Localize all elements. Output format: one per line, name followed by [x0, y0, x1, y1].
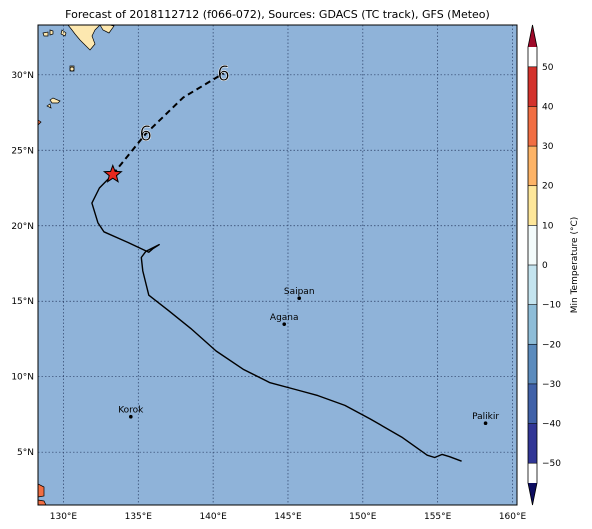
colorbar-band — [528, 304, 537, 345]
colorbar-tick-label: 10 — [542, 221, 554, 231]
landmass — [38, 119, 42, 126]
longitude-tick-label: 135°E — [125, 512, 153, 522]
longitude-tick-label: 150°E — [349, 512, 377, 522]
city-marker — [297, 296, 302, 301]
city-label: Saipan — [284, 287, 315, 297]
storm-symbol: 6 — [139, 122, 152, 146]
longitude-tick-label: 155°E — [424, 512, 452, 522]
latitude-tick-label: 5°N — [17, 448, 34, 458]
longitude-tick-label: 145°E — [274, 512, 302, 522]
landmass — [67, 25, 101, 51]
landmass — [38, 483, 45, 498]
latitude-tick-label: 30°N — [11, 71, 34, 81]
colorbar-band — [528, 146, 537, 186]
latitude-tick-label: 20°N — [11, 222, 34, 232]
colorbar-band — [528, 106, 537, 147]
colorbar-tick-label: −40 — [542, 420, 561, 430]
colorbar-lower-extension — [528, 483, 537, 505]
city-label: Korok — [118, 406, 144, 416]
map-content: 6 6 Saipan Agana Korok Palikir — [38, 25, 517, 505]
colorbar-band — [528, 383, 537, 424]
colorbar-upper-extension — [528, 25, 537, 47]
colorbar-tick-label: 30 — [542, 142, 554, 152]
colorbar-tick-label: −20 — [542, 340, 561, 350]
city-label: Palikir — [472, 412, 499, 422]
ocean-background — [38, 25, 517, 505]
colorbar-band — [528, 265, 537, 305]
map-area: 6 6 Saipan Agana Korok Palikir 130°E 135°E 140°E… — [11, 24, 527, 522]
colorbar: −50 −40 −30 −20 −10 0 10 20 30 40 50 Min Temperatur… — [527, 24, 580, 506]
city-marker — [129, 414, 133, 419]
colorbar-title: Min Temperature (°C) — [570, 217, 580, 314]
city-marker — [483, 421, 488, 425]
landmass — [49, 29, 54, 36]
landmass — [49, 97, 61, 104]
storm-symbol: 6 — [217, 61, 230, 85]
colorbar-tick-label: −30 — [542, 380, 561, 390]
landmass — [42, 31, 49, 37]
colorbar-band — [528, 423, 537, 464]
colorbar-band — [528, 225, 537, 265]
map-frame — [37, 24, 518, 506]
current-position-star — [102, 163, 123, 183]
city-label: Agana — [270, 313, 299, 323]
colorbar-outline — [527, 24, 538, 506]
colorbar-tick-label: −50 — [542, 459, 561, 469]
colorbar-tick-label: 50 — [542, 63, 554, 73]
colorbar-tick-label: 0 — [542, 261, 548, 271]
colorbar-tick-label: 20 — [542, 182, 554, 192]
latitude-tick-label: 10°N — [11, 373, 34, 383]
observed-track — [91, 173, 462, 462]
colorbar-band — [528, 344, 537, 384]
longitude-tick-label: 140°E — [199, 512, 227, 522]
small-island — [69, 66, 75, 72]
landmass — [46, 103, 52, 109]
longitude-tick-label: 160°E — [499, 512, 527, 522]
latitude-tick-label: 25°N — [11, 146, 34, 156]
colorbar-band — [528, 185, 537, 226]
colorbar-tick-label: 40 — [542, 102, 554, 112]
city-marker — [282, 322, 287, 326]
colorbar-tick-label: −10 — [542, 301, 561, 311]
landmass — [38, 499, 47, 505]
landmass — [99, 25, 115, 34]
colorbar-band — [528, 66, 537, 107]
latitude-tick-label: 15°N — [11, 297, 34, 307]
map-title: Forecast of 2018112712 (f066-072), Sourc… — [65, 8, 490, 21]
longitude-tick-label: 130°E — [50, 512, 78, 522]
